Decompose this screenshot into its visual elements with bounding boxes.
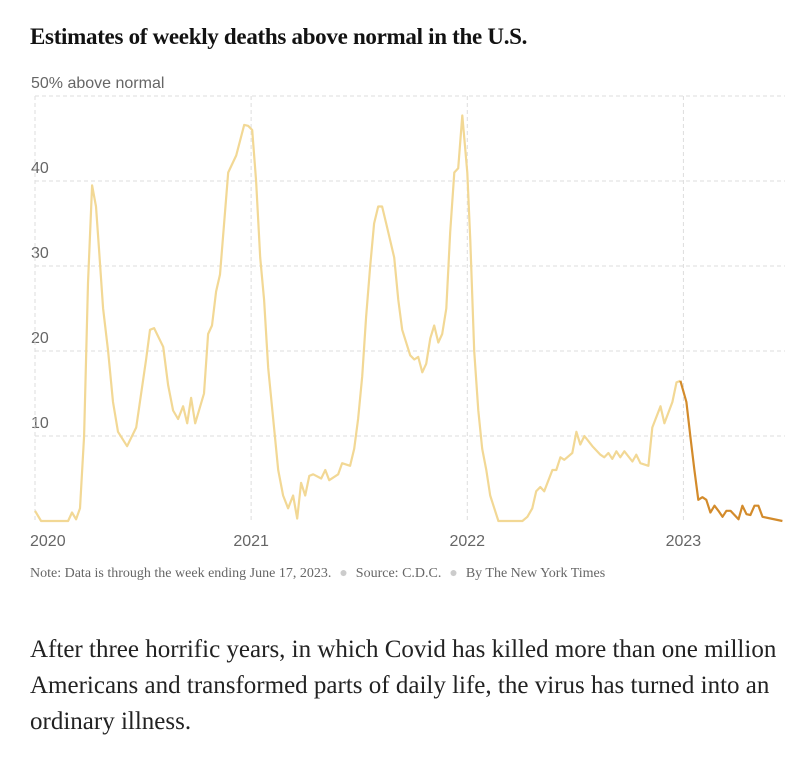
x-tick-label: 2023 <box>666 533 702 550</box>
y-tick-label: 10 <box>31 415 49 432</box>
y-tick-label: 50% above normal <box>31 75 164 92</box>
paragraph: After three horrific years, in which Cov… <box>30 636 777 735</box>
series-line <box>34 114 681 523</box>
x-tick-label: 2020 <box>30 533 66 550</box>
separator: ● <box>449 566 458 581</box>
source: Source: C.D.C. <box>355 566 442 581</box>
chart: 10 20 30 40 50% above normal 2020 2021 2022 2023 <box>30 75 785 550</box>
y-tick-label: 40 <box>31 160 49 177</box>
series-line <box>679 380 783 523</box>
x-tick-label: 2022 <box>449 533 485 550</box>
y-tick-label: 20 <box>31 330 49 347</box>
x-tick-label: 2021 <box>233 533 269 550</box>
note: Note: Data is through the week ending Ju… <box>30 566 332 581</box>
separator: ● <box>339 566 348 581</box>
y-tick-label: 30 <box>31 245 49 262</box>
byline: By The New York Times <box>465 566 606 581</box>
chart-title: Estimates of weekly deaths above normal … <box>30 24 528 49</box>
footer: Note: Data is through the week ending Ju… <box>30 566 605 582</box>
